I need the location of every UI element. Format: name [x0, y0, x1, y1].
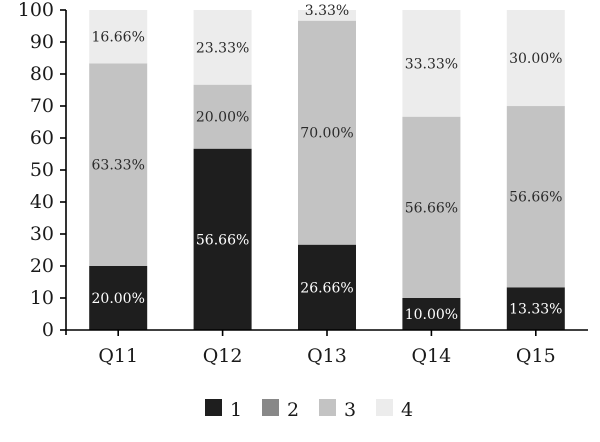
bar-label-q12-series-3: 20.00% [196, 110, 249, 126]
bar-label-q11-series-3: 63.33% [92, 158, 145, 174]
bar-label-q13-series-1: 26.66% [300, 280, 353, 296]
bars-group [89, 10, 565, 330]
bar-label-q14-series-1: 10.00% [405, 307, 458, 323]
bar-label-q15-series-4: 30.00% [509, 51, 562, 67]
bar-label-q14-series-4: 33.33% [405, 56, 458, 72]
y-tick-label-60: 60 [30, 127, 54, 149]
bar-segment-q13-series-1 [298, 244, 356, 330]
y-tick-label-100: 100 [18, 0, 54, 21]
bar-segment-q11-series-3 [89, 63, 148, 267]
bar-segment-q15-series-4 [506, 10, 565, 107]
bar-label-q12-series-1: 56.66% [196, 232, 249, 248]
bar-label-q11-series-4: 16.66% [92, 30, 145, 46]
y-tick-label-20: 20 [30, 255, 54, 277]
legend-swatch-1 [205, 399, 222, 416]
x-tick-label-q15: Q15 [516, 345, 556, 367]
bar-segment-q14-series-3 [402, 116, 461, 298]
bar-label-q11-series-1: 20.00% [92, 291, 145, 307]
bar-segment-q13-series-3 [298, 20, 356, 245]
legend-label-2: 2 [287, 399, 299, 421]
bar-segment-q12-series-3 [193, 84, 252, 149]
bar-segment-q15-series-1 [506, 287, 565, 330]
y-tick-label-10: 10 [30, 287, 54, 309]
legend-label-3: 3 [344, 399, 356, 421]
legend-label-1: 1 [230, 399, 242, 421]
bar-segment-q14-series-4 [402, 10, 461, 117]
x-tick-label-q11: Q11 [98, 345, 138, 367]
x-tick-label-q13: Q13 [307, 345, 347, 367]
bar-labels-group: 20.00% 63.33% 16.66% 56.66% 20.00% 23.33% 26.6… [92, 3, 563, 323]
y-tick-label-70: 70 [30, 95, 54, 117]
bar-label-q15-series-3: 56.66% [509, 190, 562, 206]
legend: 1 2 3 4 [205, 399, 413, 421]
x-tick-label-q12: Q12 [203, 345, 243, 367]
bar-segment-q14-series-1 [402, 298, 461, 330]
legend-swatch-3 [319, 399, 336, 416]
bar-segment-q15-series-3 [506, 106, 565, 288]
bar-segment-q13-series-4 [298, 10, 356, 21]
y-tick-label-30: 30 [30, 223, 54, 245]
bar-segment-q11-series-4 [89, 10, 148, 64]
bar-segment-q11-series-1 [89, 266, 148, 330]
legend-label-4: 4 [401, 399, 413, 421]
y-tick-label-0: 0 [42, 319, 54, 341]
y-tick-label-80: 80 [30, 63, 54, 85]
x-tick-label-q14: Q14 [412, 345, 452, 367]
y-tick-label-90: 90 [30, 31, 54, 53]
bar-label-q14-series-3: 56.66% [405, 200, 458, 216]
bar-segment-q12-series-1 [193, 148, 252, 330]
bar-label-q15-series-1: 13.33% [509, 302, 562, 318]
bar-label-q13-series-3: 70.00% [300, 126, 353, 142]
bar-segment-q12-series-4 [193, 10, 252, 85]
legend-swatch-2 [262, 399, 279, 416]
legend-swatch-4 [376, 399, 393, 416]
axes-group: 0 10 20 30 40 50 60 70 80 90 100 Q11 Q12 Q13 Q14 Q15 [18, 0, 588, 367]
y-tick-label-50: 50 [30, 159, 54, 181]
y-tick-label-40: 40 [30, 191, 54, 213]
bar-label-q12-series-4: 23.33% [196, 40, 249, 56]
bar-label-q13-series-4: 3.33% [305, 3, 349, 19]
